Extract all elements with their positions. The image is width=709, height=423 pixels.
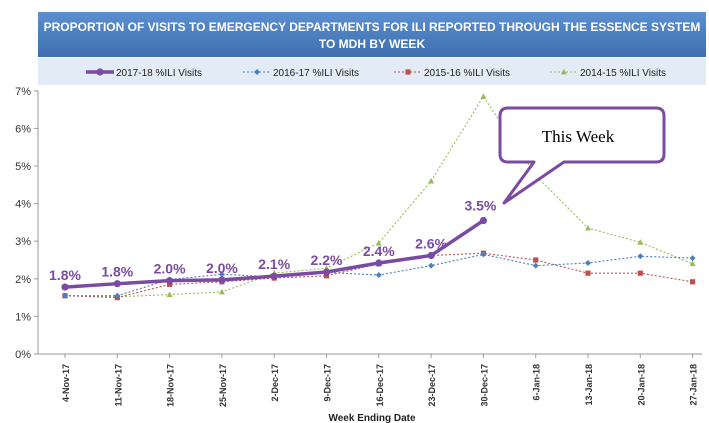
x-tick-label: 13-Jan-18	[584, 364, 594, 406]
data-point	[585, 260, 591, 267]
callout-shape	[498, 106, 666, 205]
x-tick-label: 6-Jan-18	[532, 364, 542, 401]
y-axis: 0% 1% 2% 3% 4% 5% 6% 7%	[15, 86, 39, 361]
data-point	[218, 271, 225, 278]
data-point	[585, 270, 591, 276]
x-tick-label: 2-Dec-17	[270, 364, 280, 402]
x-tick-label: 11-Nov-17	[113, 364, 123, 407]
data-point	[637, 239, 644, 245]
data-label: 2.6%	[415, 235, 447, 251]
data-point	[218, 276, 226, 284]
data-point	[637, 253, 644, 260]
data-point	[167, 281, 173, 288]
data-point	[427, 251, 435, 260]
x-tick-label: 16-Dec-17	[375, 364, 385, 407]
data-point	[166, 291, 173, 297]
data-point	[61, 283, 69, 291]
data-label: 2.2%	[311, 252, 343, 268]
data-point	[533, 257, 539, 263]
data-point	[114, 292, 121, 299]
data-point	[270, 272, 278, 280]
x-tick-label: 30-Dec-17	[479, 364, 489, 407]
data-point	[637, 270, 643, 276]
legend-bar	[38, 58, 706, 85]
x-tick-label: 27-Jan-18	[689, 364, 699, 406]
data-labels: 1.8% 1.8% 2.0% 2.0% 2.1% 2.2% 2.4% 2.6% 3.5%	[49, 198, 497, 284]
data-point	[689, 260, 696, 267]
y-tick-label: 7%	[15, 86, 31, 98]
legend-label: 2016-17 %ILI Visits	[273, 68, 359, 79]
legend-label: 2014-15 %ILI Visits	[580, 68, 666, 79]
legend-item: 2015-16 %ILI Visits	[394, 68, 510, 79]
data-point	[405, 69, 411, 75]
data-label: 3.5%	[464, 198, 496, 214]
data-label: 2.0%	[154, 261, 186, 277]
data-label: 2.1%	[258, 256, 290, 272]
data-point	[113, 280, 121, 288]
data-point	[690, 279, 696, 285]
data-point	[375, 259, 383, 267]
data-point	[585, 224, 591, 231]
data-point	[96, 68, 104, 76]
title-bar	[38, 12, 706, 57]
x-tick-label: 20-Jan-18	[636, 364, 646, 406]
data-label: 1.8%	[101, 264, 133, 280]
data-label: 2.0%	[206, 260, 238, 276]
data-point	[479, 216, 487, 225]
y-tick-label: 4%	[15, 199, 31, 211]
y-tick-label: 2%	[15, 274, 31, 286]
x-axis-title: Week Ending Date	[328, 413, 415, 423]
data-point	[428, 262, 435, 269]
data-point	[561, 68, 567, 75]
data-point	[375, 272, 382, 279]
data-point	[375, 239, 382, 246]
x-axis: 4-Nov-17 11-Nov-17 18-Nov-17 25-Nov-17 2-Dec…	[61, 354, 699, 407]
data-point	[532, 262, 539, 269]
data-point	[254, 69, 260, 75]
series-group	[61, 93, 696, 301]
chart-title-line-1: PROPORTION OF VISITS TO EMERGENCY DEPART…	[44, 20, 701, 34]
x-tick-label: 23-Dec-17	[427, 364, 437, 407]
chart-title-line-2: TO MDH BY WEEK	[319, 37, 426, 51]
data-point	[62, 292, 68, 299]
legend-label: 2017-18 %ILI Visits	[116, 68, 202, 79]
data-label: 1.8%	[49, 267, 81, 283]
y-tick-label: 5%	[15, 161, 31, 173]
x-tick-label: 18-Nov-17	[166, 364, 176, 407]
y-tick-label: 3%	[15, 236, 31, 248]
data-point	[689, 255, 696, 262]
this-week-callout: This Week	[498, 106, 666, 205]
series-2017-18	[61, 216, 487, 291]
data-point	[323, 273, 330, 279]
legend-item: 2014-15 %ILI Visits	[550, 68, 666, 79]
data-point	[480, 93, 487, 99]
callout-text: This Week	[542, 127, 615, 146]
legend: 2017-18 %ILI Visits 2016-17 %ILI Visits 20…	[86, 68, 666, 79]
data-point	[428, 177, 435, 184]
legend-item: 2017-18 %ILI Visits	[86, 68, 202, 79]
y-tick-label: 0%	[15, 349, 31, 361]
x-tick-label: 9-Dec-17	[323, 364, 333, 402]
data-point	[218, 288, 225, 295]
legend-item: 2016-17 %ILI Visits	[243, 68, 359, 79]
x-tick-label: 25-Nov-17	[218, 364, 228, 407]
x-tick-label: 4-Nov-17	[61, 364, 71, 402]
data-point	[166, 277, 174, 285]
y-tick-label: 1%	[15, 311, 31, 323]
y-tick-label: 6%	[15, 123, 31, 135]
legend-label: 2015-16 %ILI Visits	[424, 68, 510, 79]
data-point	[322, 268, 331, 276]
data-label: 2.4%	[363, 243, 395, 259]
data-point	[480, 251, 487, 258]
